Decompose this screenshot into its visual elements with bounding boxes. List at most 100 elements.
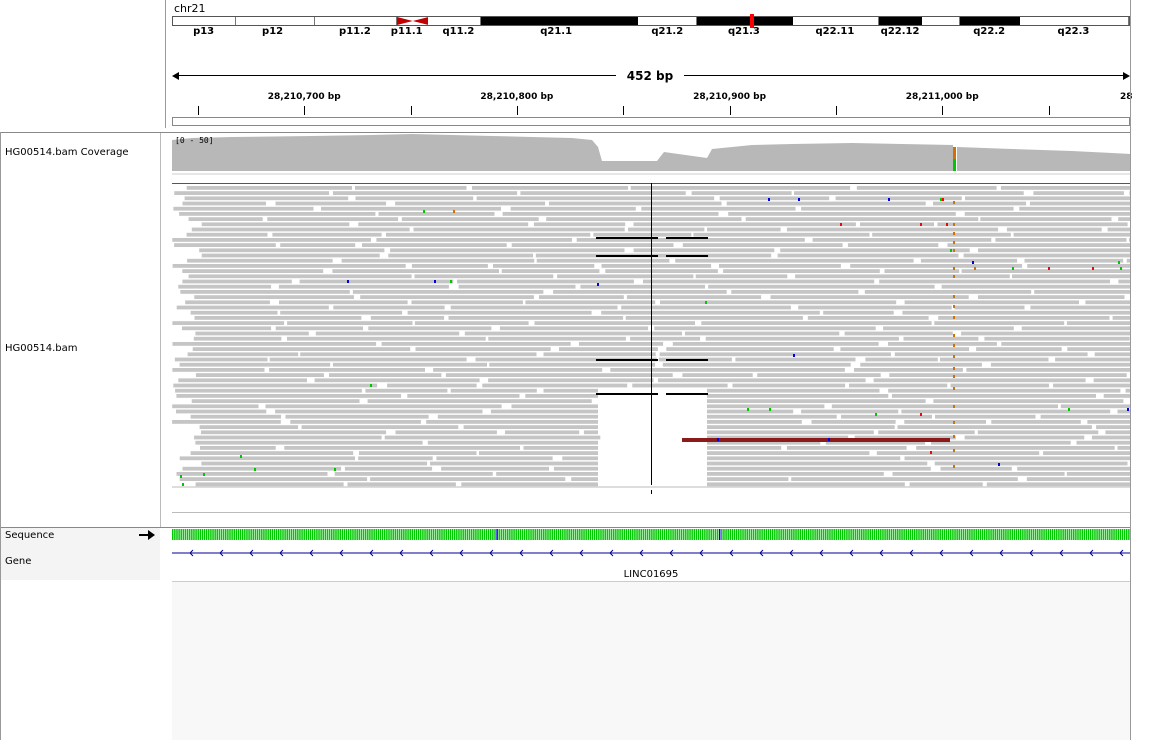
read-rows	[172, 186, 1131, 487]
ideogram-band[interactable]	[793, 17, 880, 25]
ideogram-band[interactable]	[696, 17, 794, 25]
gene-strand-chevron	[459, 549, 464, 557]
ideogram-band[interactable]	[173, 17, 237, 25]
aligned-read	[172, 368, 265, 372]
sequence-track[interactable]	[172, 529, 1131, 541]
gene-label: LINC01695	[623, 569, 679, 580]
aligned-read	[865, 357, 938, 362]
ideogram-band[interactable]	[879, 17, 922, 25]
sequence-base	[248, 529, 250, 540]
ideogram-bands[interactable]	[172, 16, 1130, 26]
alignment-track[interactable]	[172, 183, 1131, 495]
sequence-base	[831, 529, 833, 540]
aligned-read	[682, 243, 843, 247]
base-mismatch	[1012, 267, 1014, 270]
aligned-read	[201, 222, 350, 227]
ideogram-band[interactable]	[1020, 17, 1129, 25]
sequence-base	[199, 529, 202, 540]
aligned-read	[707, 388, 880, 393]
sequence-base	[861, 529, 863, 540]
sequence-base	[244, 529, 246, 540]
aligned-read	[194, 316, 362, 320]
sequence-base	[373, 529, 375, 540]
sequence-base	[600, 529, 602, 540]
gene-track-name[interactable]: Gene	[5, 556, 32, 567]
aligned-read	[888, 388, 1121, 393]
sequence-base	[290, 529, 293, 540]
gene-track[interactable]	[172, 546, 1131, 560]
aligned-read	[707, 461, 928, 466]
sequence-base	[354, 529, 356, 540]
base-mismatch	[953, 249, 955, 252]
aligned-read	[878, 430, 975, 435]
ideogram-band[interactable]	[315, 17, 397, 25]
sequence-base	[328, 529, 331, 540]
aligned-read	[201, 253, 380, 258]
aligned-read	[864, 290, 1032, 294]
gene-strand-chevron	[759, 549, 764, 557]
sequence-base	[941, 529, 944, 540]
ideogram-band[interactable]	[236, 17, 316, 25]
aligned-read	[879, 279, 1110, 284]
aligned-read	[934, 461, 1128, 466]
sequence-base	[850, 529, 852, 540]
sequence-base	[437, 529, 439, 540]
ideogram-band[interactable]	[428, 17, 481, 25]
base-mismatch	[953, 223, 955, 226]
sequence-base	[180, 529, 182, 540]
base-mismatch	[950, 249, 952, 252]
coverage-track-name[interactable]: HG00514.bam Coverage	[5, 147, 129, 158]
aligned-read	[175, 388, 362, 393]
aligned-read	[182, 201, 266, 206]
ideogram-band-label: q21.2	[651, 26, 684, 37]
alignment-track-name[interactable]: HG00514.bam	[5, 343, 78, 354]
sequence-base	[894, 529, 897, 540]
base-mismatch	[434, 280, 436, 283]
right-arrow-icon[interactable]	[139, 530, 155, 540]
sequence-base	[265, 529, 267, 540]
sequence-base	[778, 529, 780, 540]
base-mismatch	[717, 438, 719, 441]
ideogram-band[interactable]	[396, 17, 429, 25]
sequence-base	[1126, 529, 1128, 540]
coverage-track[interactable]: [0 - 50]	[172, 133, 1131, 175]
ruler-panel[interactable]: 452 bp 28,210,700 bp 28,210,800 bp 28,210,…	[172, 50, 1133, 128]
aligned-read	[940, 357, 1049, 362]
sequence-base	[776, 529, 778, 540]
aligned-read	[415, 347, 551, 351]
aligned-read	[934, 321, 1065, 325]
aligned-read	[195, 331, 309, 336]
sequence-base	[746, 529, 749, 540]
sequence-base	[381, 529, 384, 540]
sequence-base	[1017, 529, 1020, 540]
sequence-base	[952, 529, 954, 540]
sequence-base	[409, 529, 411, 540]
ideogram-band[interactable]	[637, 17, 697, 25]
aligned-read	[1096, 425, 1131, 429]
sequence-base	[960, 529, 963, 540]
sequence-base	[712, 529, 715, 540]
sequence-base	[496, 529, 498, 540]
aligned-read	[961, 269, 1131, 273]
aligned-read	[578, 342, 664, 346]
ideogram-band[interactable]	[480, 17, 638, 25]
ideogram-band[interactable]	[921, 17, 960, 25]
aligned-read	[395, 430, 497, 435]
sequence-base	[449, 529, 452, 540]
ideogram-band[interactable]	[959, 17, 1020, 25]
aligned-read	[505, 430, 580, 435]
aligned-read	[275, 201, 387, 206]
chromosome-ideogram[interactable]: p13 p12 p11.2 p11.1 q11.2 q21.1 q21.2 q21.3 q22.…	[172, 14, 1130, 42]
aligned-read	[355, 196, 474, 201]
aligned-read	[543, 352, 656, 357]
aligned-read	[290, 420, 421, 424]
aligned-read	[1085, 300, 1131, 305]
sequence-base	[1032, 529, 1035, 540]
aligned-read	[835, 196, 962, 201]
sequence-base	[649, 529, 651, 540]
aligned-read	[269, 357, 467, 362]
gene-strand-chevron	[1029, 549, 1034, 557]
sequence-base	[258, 529, 261, 540]
sequence-base	[636, 529, 638, 540]
sequence-track-name[interactable]: Sequence	[5, 530, 55, 541]
